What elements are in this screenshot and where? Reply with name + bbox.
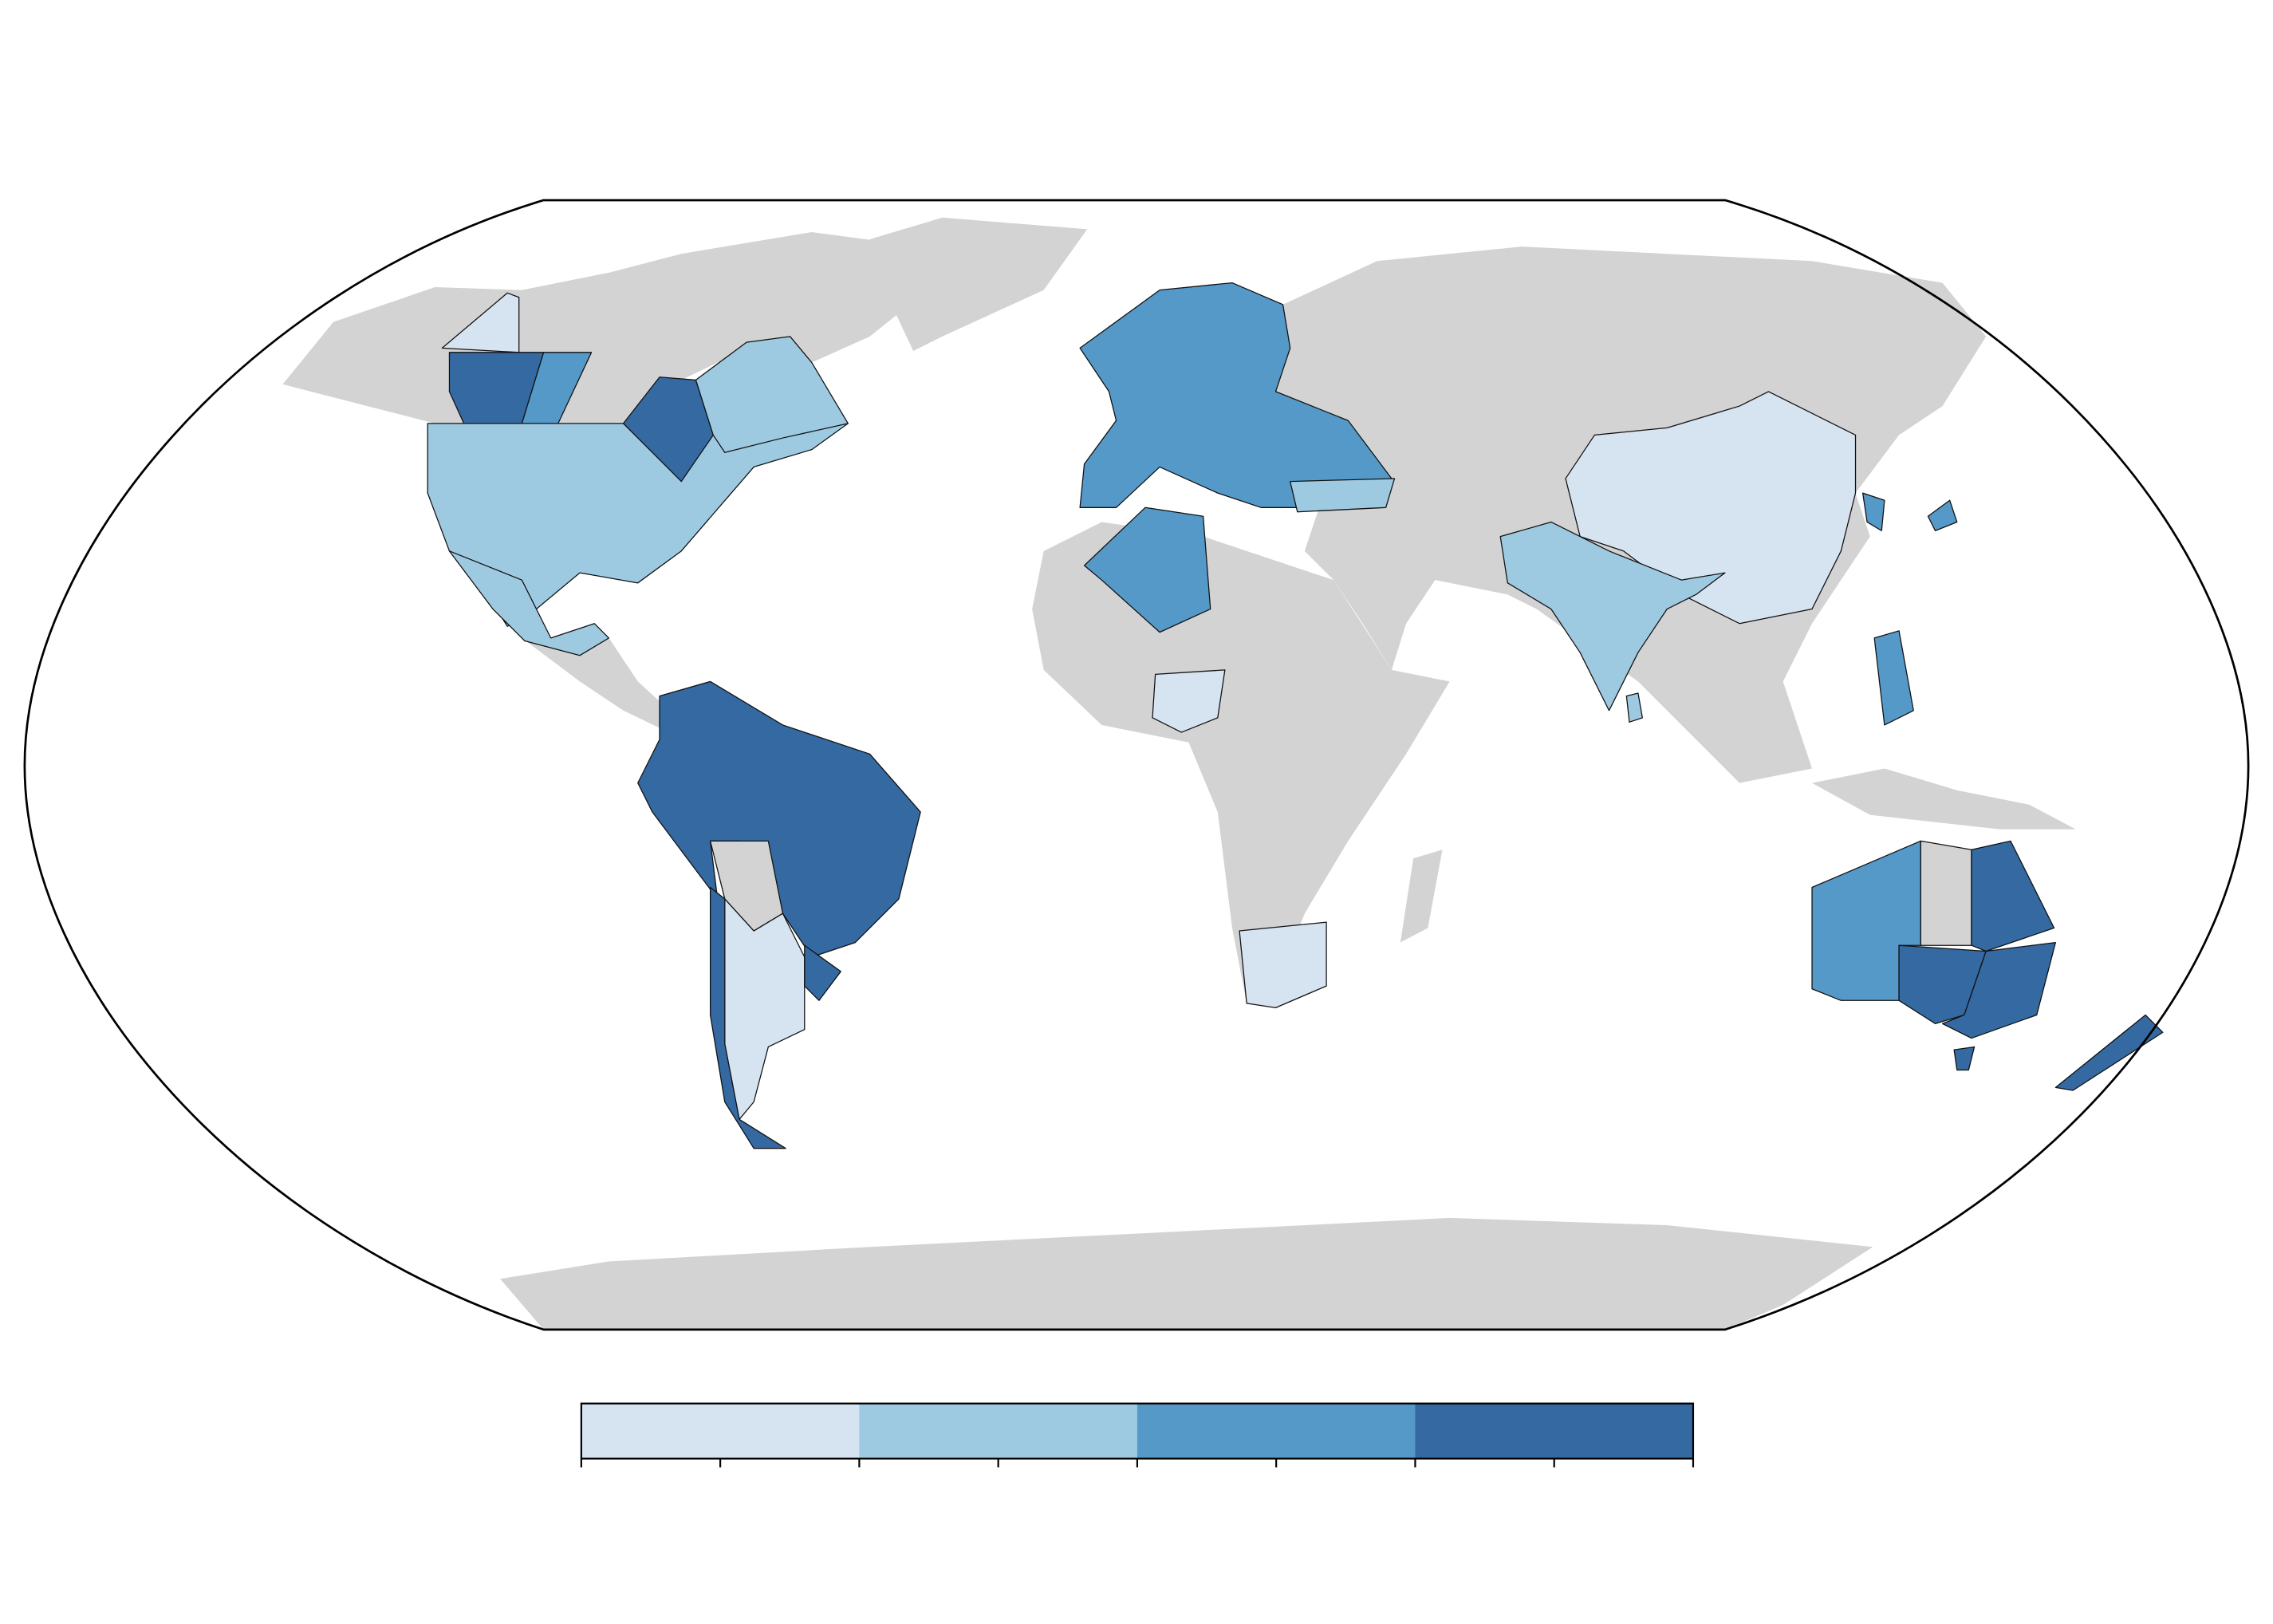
madagascar — [1400, 849, 1443, 943]
new-south-wales-victoria — [1941, 941, 2056, 1039]
british-columbia — [448, 352, 545, 424]
greenland — [869, 217, 1088, 352]
mexico — [448, 550, 610, 656]
europe — [1079, 282, 1393, 508]
africa — [1032, 522, 1450, 1003]
sri-lanka — [1625, 692, 1643, 723]
queensland — [1971, 840, 2055, 952]
regions — [427, 282, 2164, 1149]
korea — [1861, 492, 1885, 532]
colorbar-segment — [1136, 1403, 1416, 1459]
algeria — [1083, 507, 1211, 633]
yukon — [441, 292, 520, 353]
antarctica — [500, 1217, 1873, 1330]
turkey — [1290, 478, 1396, 513]
north-america — [282, 231, 928, 424]
south-africa — [1239, 921, 1327, 1009]
argentina — [724, 898, 806, 1120]
southeast-asia-islands — [1812, 768, 2076, 830]
map-frame — [23, 199, 2250, 1331]
uruguay — [804, 944, 841, 1001]
colorbar-segment — [1415, 1403, 1694, 1459]
japan — [1927, 499, 1958, 532]
new-zealand — [2054, 1014, 2164, 1091]
chile — [709, 886, 786, 1149]
colorbar-segment — [581, 1403, 861, 1459]
alberta — [521, 352, 593, 424]
quebec — [695, 336, 849, 453]
philippines — [1873, 630, 1914, 726]
china — [1565, 391, 1857, 625]
colorbar — [580, 1402, 1695, 1468]
colorbar-segment — [859, 1403, 1138, 1459]
nigeria — [1152, 669, 1226, 733]
south-australia — [1898, 944, 1987, 1025]
tasmania — [1953, 1046, 1976, 1071]
india — [1499, 521, 1726, 711]
northern-territory — [1920, 840, 1972, 946]
central-america — [522, 637, 670, 728]
